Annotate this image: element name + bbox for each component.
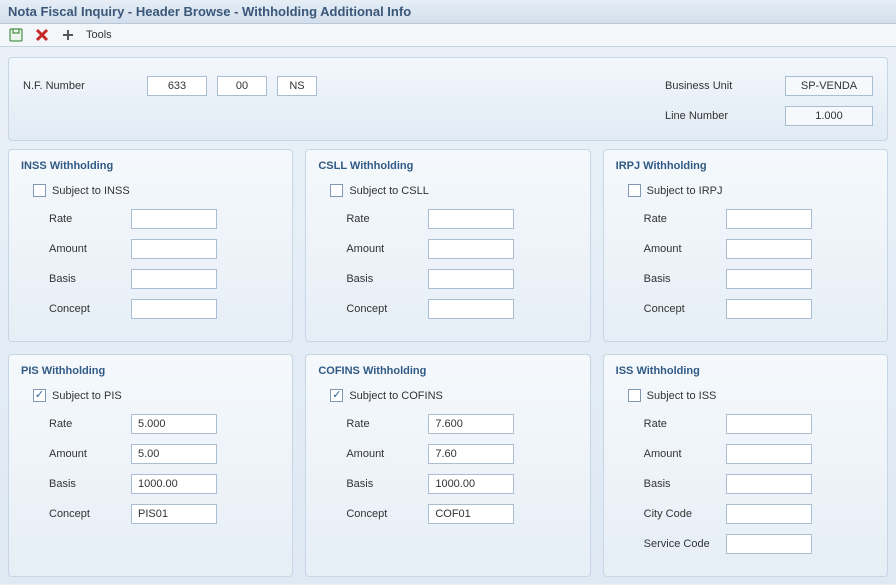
- pis-panel: PIS Withholding Subject to PIS Rate Amou…: [8, 354, 293, 577]
- iss-rate-label: Rate: [644, 418, 726, 430]
- line-number-label: Line Number: [665, 110, 785, 122]
- cofins-basis-input[interactable]: [428, 474, 514, 494]
- cofins-checkbox[interactable]: [330, 389, 343, 402]
- csll-rate-label: Rate: [346, 213, 428, 225]
- irpj-rate-label: Rate: [644, 213, 726, 225]
- irpj-amount-label: Amount: [644, 243, 726, 255]
- iss-chk-label: Subject to ISS: [647, 390, 717, 402]
- iss-servicecode-label: Service Code: [644, 538, 726, 550]
- iss-amount-input[interactable]: [726, 444, 812, 464]
- irpj-concept-label: Concept: [644, 303, 726, 315]
- inss-concept-input[interactable]: [131, 299, 217, 319]
- pis-checkbox[interactable]: [33, 389, 46, 402]
- pis-chk-label: Subject to PIS: [52, 390, 122, 402]
- irpj-panel: IRPJ Withholding Subject to IRPJ Rate Am…: [603, 149, 888, 342]
- tools-icon[interactable]: [60, 27, 76, 43]
- nf-number-input[interactable]: [147, 76, 207, 96]
- nf-sub-input[interactable]: [217, 76, 267, 96]
- inss-basis-input[interactable]: [131, 269, 217, 289]
- cofins-panel: COFINS Withholding Subject to COFINS Rat…: [305, 354, 590, 577]
- csll-checkbox[interactable]: [330, 184, 343, 197]
- pis-concept-input[interactable]: [131, 504, 217, 524]
- csll-chk-label: Subject to CSLL: [349, 185, 429, 197]
- csll-panel: CSLL Withholding Subject to CSLL Rate Am…: [305, 149, 590, 342]
- business-unit-label: Business Unit: [665, 80, 785, 92]
- cofins-rate-label: Rate: [346, 418, 428, 430]
- inss-rate-label: Rate: [49, 213, 131, 225]
- toolbar: Tools: [0, 24, 896, 47]
- close-icon[interactable]: [34, 27, 50, 43]
- iss-rate-input[interactable]: [726, 414, 812, 434]
- nf-type-input[interactable]: [277, 76, 317, 96]
- inss-amount-label: Amount: [49, 243, 131, 255]
- irpj-concept-input[interactable]: [726, 299, 812, 319]
- inss-basis-label: Basis: [49, 273, 131, 285]
- iss-checkbox[interactable]: [628, 389, 641, 402]
- csll-amount-input[interactable]: [428, 239, 514, 259]
- save-icon[interactable]: [8, 27, 24, 43]
- withholding-panels: INSS Withholding Subject to INSS Rate Am…: [0, 149, 896, 585]
- csll-basis-input[interactable]: [428, 269, 514, 289]
- pis-title: PIS Withholding: [21, 365, 280, 377]
- pis-amount-input[interactable]: [131, 444, 217, 464]
- iss-servicecode-input[interactable]: [726, 534, 812, 554]
- irpj-amount-input[interactable]: [726, 239, 812, 259]
- iss-panel: ISS Withholding Subject to ISS Rate Amou…: [603, 354, 888, 577]
- iss-amount-label: Amount: [644, 448, 726, 460]
- cofins-title: COFINS Withholding: [318, 365, 577, 377]
- irpj-checkbox[interactable]: [628, 184, 641, 197]
- pis-rate-input[interactable]: [131, 414, 217, 434]
- header-panel: N.F. Number Business Unit Line Number: [8, 57, 888, 141]
- cofins-concept-input[interactable]: [428, 504, 514, 524]
- inss-amount-input[interactable]: [131, 239, 217, 259]
- irpj-rate-input[interactable]: [726, 209, 812, 229]
- pis-concept-label: Concept: [49, 508, 131, 520]
- nf-number-label: N.F. Number: [23, 76, 133, 92]
- line-number-input[interactable]: [785, 106, 873, 126]
- csll-amount-label: Amount: [346, 243, 428, 255]
- iss-citycode-label: City Code: [644, 508, 726, 520]
- tools-menu[interactable]: Tools: [86, 29, 112, 41]
- cofins-chk-label: Subject to COFINS: [349, 390, 443, 402]
- cofins-amount-input[interactable]: [428, 444, 514, 464]
- csll-basis-label: Basis: [346, 273, 428, 285]
- business-unit-input[interactable]: [785, 76, 873, 96]
- inss-panel: INSS Withholding Subject to INSS Rate Am…: [8, 149, 293, 342]
- iss-basis-input[interactable]: [726, 474, 812, 494]
- irpj-chk-label: Subject to IRPJ: [647, 185, 723, 197]
- csll-title: CSLL Withholding: [318, 160, 577, 172]
- irpj-basis-label: Basis: [644, 273, 726, 285]
- pis-basis-label: Basis: [49, 478, 131, 490]
- cofins-concept-label: Concept: [346, 508, 428, 520]
- cofins-amount-label: Amount: [346, 448, 428, 460]
- csll-concept-input[interactable]: [428, 299, 514, 319]
- inss-title: INSS Withholding: [21, 160, 280, 172]
- pis-rate-label: Rate: [49, 418, 131, 430]
- iss-basis-label: Basis: [644, 478, 726, 490]
- inss-checkbox[interactable]: [33, 184, 46, 197]
- window-title: Nota Fiscal Inquiry - Header Browse - Wi…: [0, 0, 896, 24]
- inss-rate-input[interactable]: [131, 209, 217, 229]
- irpj-basis-input[interactable]: [726, 269, 812, 289]
- irpj-title: IRPJ Withholding: [616, 160, 875, 172]
- pis-basis-input[interactable]: [131, 474, 217, 494]
- iss-title: ISS Withholding: [616, 365, 875, 377]
- csll-concept-label: Concept: [346, 303, 428, 315]
- inss-concept-label: Concept: [49, 303, 131, 315]
- cofins-basis-label: Basis: [346, 478, 428, 490]
- cofins-rate-input[interactable]: [428, 414, 514, 434]
- pis-amount-label: Amount: [49, 448, 131, 460]
- iss-citycode-input[interactable]: [726, 504, 812, 524]
- csll-rate-input[interactable]: [428, 209, 514, 229]
- inss-chk-label: Subject to INSS: [52, 185, 130, 197]
